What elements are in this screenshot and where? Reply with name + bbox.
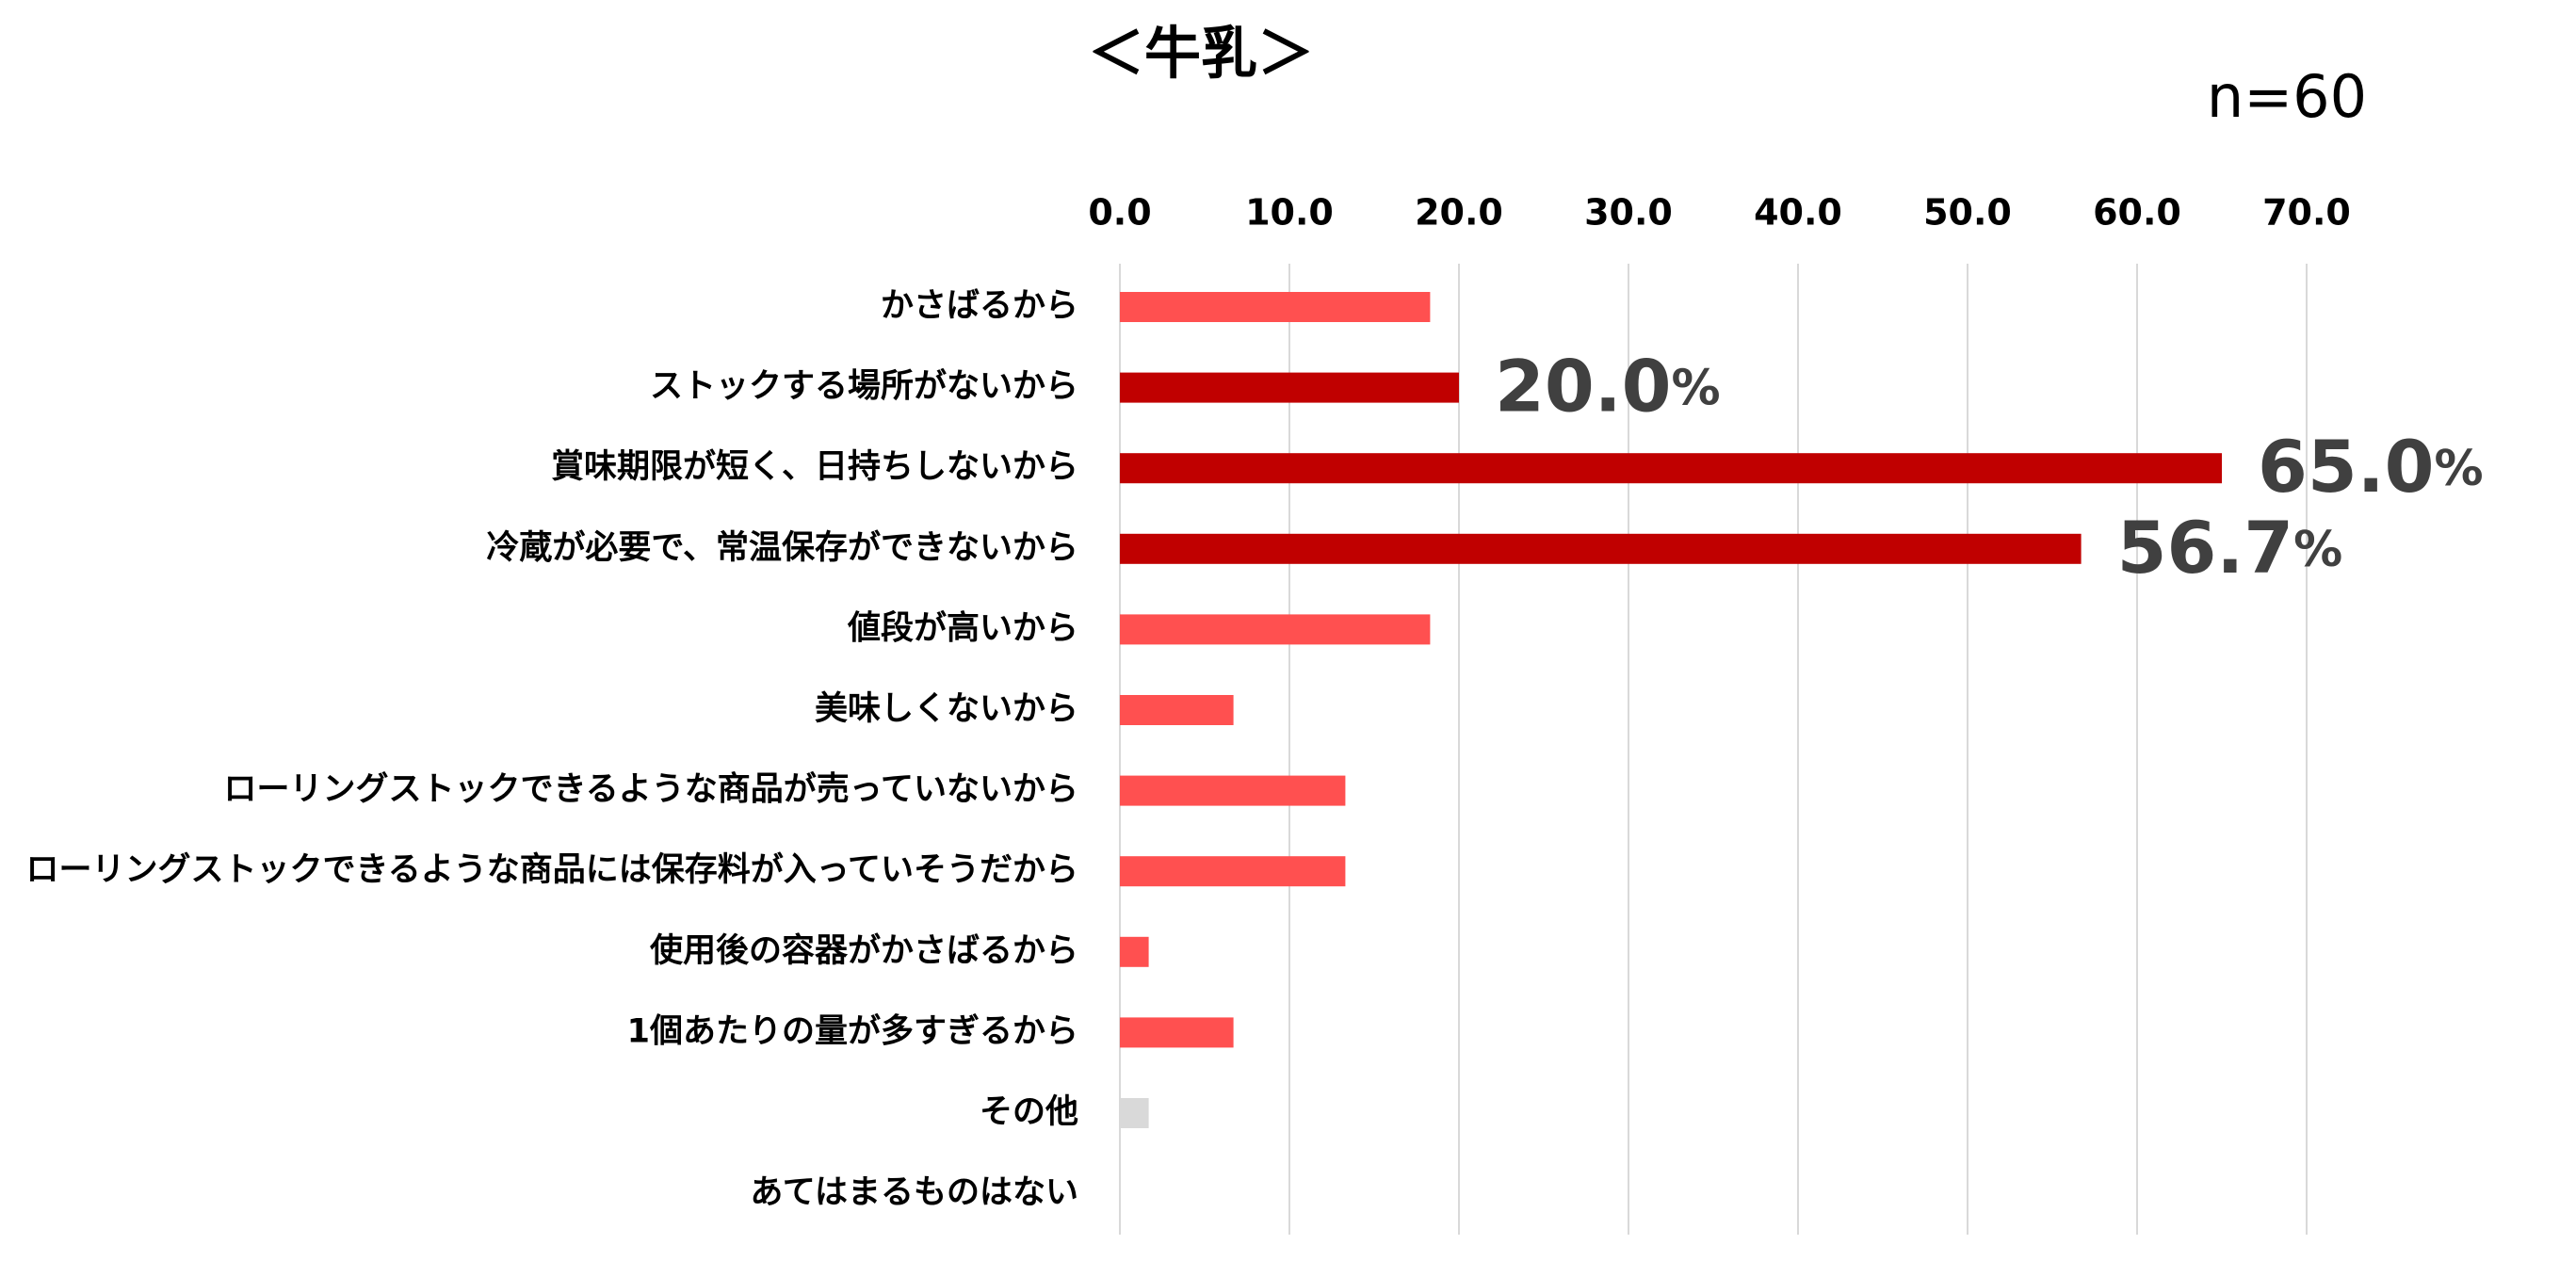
bar — [1120, 372, 1459, 403]
bar — [1120, 1017, 1234, 1048]
value-label: 20.0% — [1495, 345, 1721, 428]
x-tick-label: 10.0 — [1245, 192, 1334, 234]
bar — [1120, 695, 1234, 725]
y-tick-label: 使用後の容器がかさばるから — [650, 932, 1078, 970]
bar — [1120, 614, 1431, 645]
y-tick-label: ローリングストックできるような商品が売っていないから — [223, 771, 1078, 809]
y-tick-label: 1個あたりの量が多すぎるから — [627, 1012, 1078, 1050]
y-tick-label: 値段が高いから — [847, 608, 1078, 647]
bar — [1120, 936, 1149, 967]
bar — [1120, 856, 1346, 887]
value-label-unit: % — [2435, 441, 2484, 497]
y-tick-label: かさばるから — [881, 287, 1078, 325]
bar — [1120, 775, 1346, 806]
x-tick-label: 70.0 — [2262, 192, 2351, 234]
y-tick-label: その他 — [980, 1093, 1078, 1131]
value-label-unit: % — [1672, 361, 1721, 417]
y-tick-label: ストックする場所がないから — [650, 368, 1078, 406]
bar — [1120, 533, 2082, 564]
y-tick-label: あてはまるものはない — [750, 1174, 1078, 1212]
value-label: 56.7% — [2117, 506, 2343, 590]
x-tick-label: 60.0 — [2093, 192, 2181, 234]
x-tick-label: 30.0 — [1584, 192, 1673, 234]
bar — [1120, 292, 1431, 322]
value-label: 65.0% — [2258, 425, 2484, 509]
value-label-number: 20.0 — [1495, 345, 1672, 428]
bar — [1120, 453, 2222, 484]
x-tick-label: 50.0 — [1923, 192, 2012, 234]
y-tick-label: 美味しくないから — [815, 690, 1078, 728]
bar — [1120, 1098, 1149, 1128]
y-tick-label: ローリングストックできるような商品には保存料が入っていそうだから — [25, 851, 1078, 889]
chart-title: ＜牛乳＞ — [1088, 22, 1314, 88]
value-label-number: 65.0 — [2258, 425, 2435, 509]
value-label-unit: % — [2293, 522, 2342, 578]
x-tick-label: 0.0 — [1088, 192, 1151, 234]
y-tick-label: 冷蔵が必要で、常温保存ができないから — [486, 529, 1078, 567]
x-tick-label: 40.0 — [1754, 192, 1842, 234]
sample-size: n=60 — [2207, 62, 2367, 131]
value-label-number: 56.7 — [2117, 506, 2294, 590]
y-tick-label: 賞味期限が短く、日持ちしないから — [551, 448, 1078, 486]
x-tick-label: 20.0 — [1415, 192, 1503, 234]
